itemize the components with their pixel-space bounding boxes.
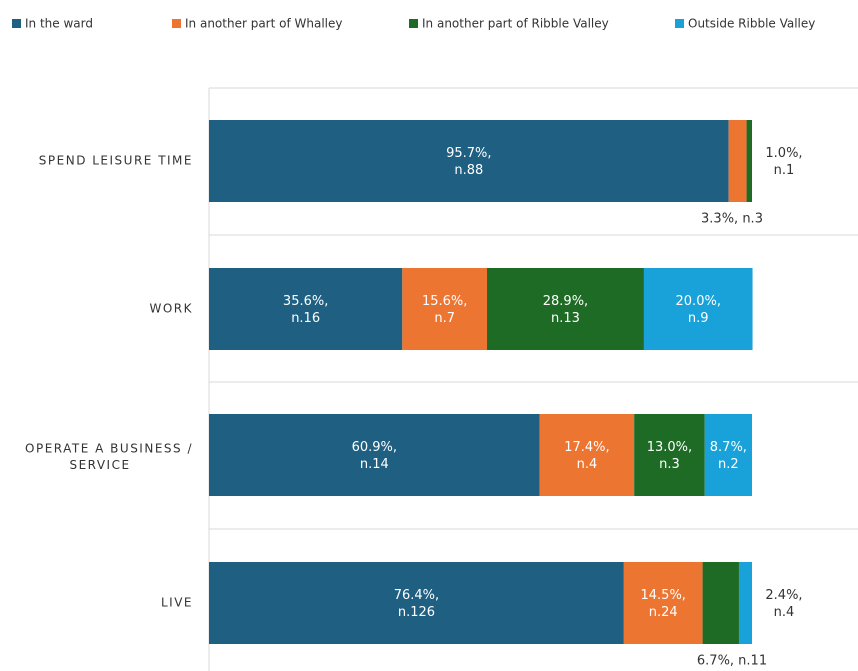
bar-segment [209, 268, 403, 350]
bar-segment [402, 268, 488, 350]
y-tick-label: LIVE [161, 596, 193, 610]
value-label: 8.7%, n.2 [710, 440, 747, 472]
value-label: 95.7%, n.88 [446, 146, 491, 178]
value-label: 76.4%, n.126 [394, 588, 439, 620]
legend-swatch [675, 19, 684, 28]
value-label: 17.4%, n.4 [564, 440, 609, 472]
value-label: 14.5%, n.24 [641, 588, 686, 620]
value-label: 2.4%, n.4 [765, 588, 802, 620]
legend-swatch [12, 19, 21, 28]
legend-swatch [409, 19, 418, 28]
value-label: 1.0%, n.1 [765, 146, 802, 178]
bar-segment [746, 120, 752, 202]
value-label: 20.0%, n.9 [676, 294, 721, 326]
value-label: 3.3%, n.3 [701, 212, 763, 227]
y-tick-label: WORK [149, 302, 193, 316]
bar-segment [623, 562, 703, 644]
y-tick-label: SPEND LEISURE TIME [39, 154, 193, 168]
legend-swatch [172, 19, 181, 28]
bar-segment [209, 414, 540, 496]
legend-label: In another part of Whalley [185, 17, 342, 31]
bar-segment [702, 562, 739, 644]
legend-label: In the ward [25, 17, 93, 31]
y-tick-label: OPERATE A BUSINESS / SERVICE [25, 441, 193, 472]
value-label: 6.7%, n.11 [697, 654, 767, 669]
value-label: 60.9%, n.14 [352, 440, 397, 472]
bar-segment [728, 120, 747, 202]
value-label: 13.0%, n.3 [647, 440, 692, 472]
bar-segment [209, 120, 729, 202]
legend-label: In another part of Ribble Valley [422, 17, 609, 31]
bar-segment [643, 268, 753, 350]
bar-segment [487, 268, 644, 350]
bar-segment [634, 414, 705, 496]
bar-segment [209, 562, 624, 644]
value-label: 15.6%, n.7 [422, 294, 467, 326]
value-label: 28.9%, n.13 [543, 294, 588, 326]
bar-segment [738, 562, 752, 644]
bar-segment [704, 414, 752, 496]
legend-label: Outside Ribble Valley [688, 17, 815, 31]
value-label: 35.6%, n.16 [283, 294, 328, 326]
bar-segment [539, 414, 635, 496]
